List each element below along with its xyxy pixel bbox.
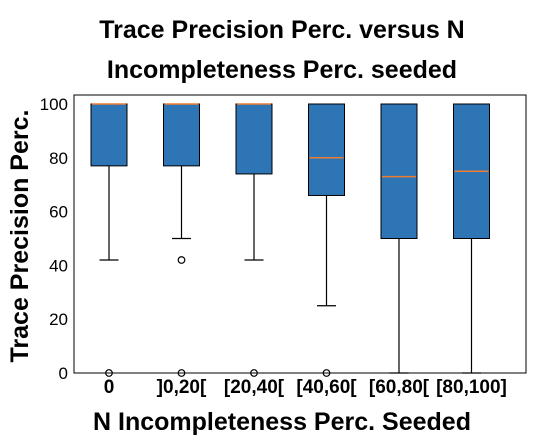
x-tick-label: ]0,20[ [157,377,207,398]
y-tick-label: 100 [40,95,68,114]
box-3 [235,103,273,377]
y-axis-label: Trace Precision Perc. [6,110,34,363]
y-tick-label: 40 [49,256,68,275]
box-2 [163,103,200,377]
boxes [90,103,490,377]
box-4 [308,103,345,377]
x-axis-label: N Incompleteness Perc. Seeded [93,408,471,436]
box-body [308,103,345,196]
box-1 [90,103,128,377]
x-tick-label: [40,60[ [296,377,357,398]
outlier-point [177,256,186,264]
box-body [90,103,128,167]
box-body [380,103,418,239]
y-tick-label: 0 [59,364,68,383]
outlier-point [177,369,186,377]
outlier-point [322,369,331,377]
box-6 [453,103,490,374]
outlier-point [105,369,113,377]
box-body [163,103,200,167]
x-tick-label: [80,100] [436,377,507,398]
x-tick-label: 0 [104,377,115,398]
y-axis-ticks: 0 20 40 60 80 100 [40,95,68,383]
plot-frame [73,94,527,374]
x-tick-label: [20,40[ [224,377,285,398]
box-body [235,103,273,175]
y-tick-label: 80 [49,149,68,168]
outlier-point [250,369,258,377]
x-tick-label: [60,80[ [369,377,430,398]
chart-title-line-1: Trace Precision Perc. versus N [99,16,465,44]
y-tick-label: 60 [49,203,68,222]
x-axis-ticks: 0 ]0,20[ [20,40[ [40,60[ [60,80[ [80,100] [104,377,507,398]
box-5 [380,103,418,374]
y-tick-label: 20 [49,310,68,329]
chart-title-line-2: Incompleteness Perc. seeded [107,56,457,84]
